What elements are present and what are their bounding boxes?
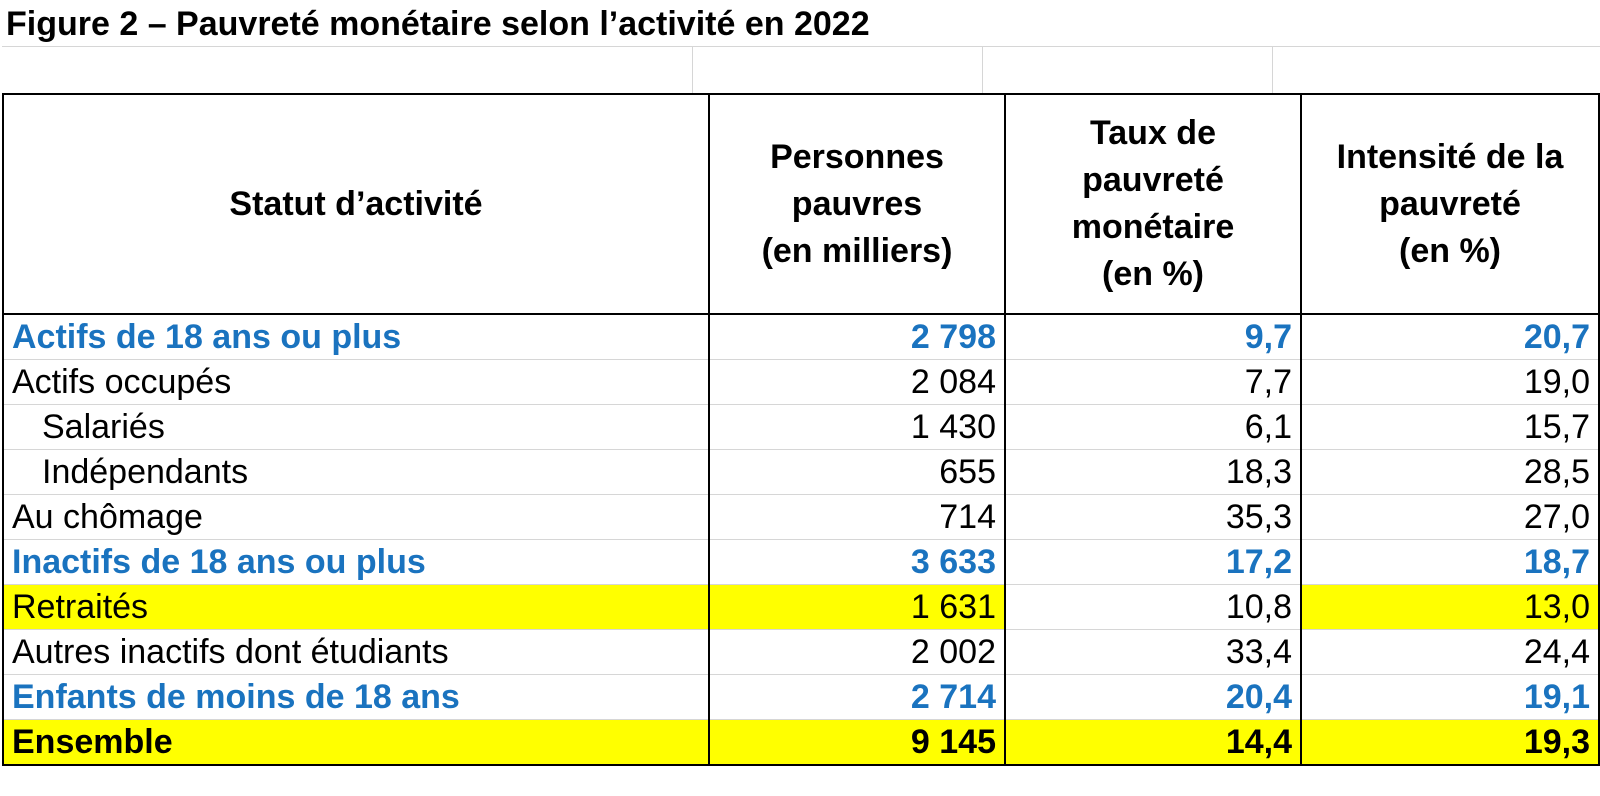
header-poverty-intensity: Intensité de la pauvreté (en %) — [1300, 93, 1600, 315]
table-row: Salariés 1 430 6,1 15,7 — [2, 404, 1600, 450]
header-text: pauvreté — [1379, 184, 1521, 223]
rate-value: 33,4 — [1004, 629, 1302, 675]
empty-grid-row — [2, 46, 1600, 94]
header-text: Statut d’activité — [229, 184, 483, 223]
header-text: (en %) — [1399, 231, 1501, 270]
persons-value: 2 084 — [708, 359, 1006, 405]
persons-value: 2 798 — [708, 313, 1006, 360]
persons-value: 655 — [708, 449, 1006, 495]
table-row: Inactifs de 18 ans ou plus 3 633 17,2 18… — [2, 539, 1600, 585]
table-row: Indépendants 655 18,3 28,5 — [2, 449, 1600, 495]
row-label: Indépendants — [2, 449, 710, 495]
intensity-value: 19,1 — [1300, 674, 1600, 720]
persons-value: 714 — [708, 494, 1006, 540]
row-label: Au chômage — [2, 494, 710, 540]
rate-value: 14,4 — [1004, 719, 1302, 766]
rate-value: 18,3 — [1004, 449, 1302, 495]
intensity-value: 18,7 — [1300, 539, 1600, 585]
intensity-value: 24,4 — [1300, 629, 1600, 675]
intensity-value: 28,5 — [1300, 449, 1600, 495]
persons-value: 1 631 — [708, 584, 1006, 630]
row-label: Autres inactifs dont étudiants — [2, 629, 710, 675]
rate-value: 10,8 — [1004, 584, 1302, 630]
header-text: Personnes — [770, 137, 944, 176]
intensity-value: 15,7 — [1300, 404, 1600, 450]
persons-value: 9 145 — [708, 719, 1006, 766]
rate-value: 35,3 — [1004, 494, 1302, 540]
table-row: Au chômage 714 35,3 27,0 — [2, 494, 1600, 540]
row-label: Actifs de 18 ans ou plus — [2, 313, 710, 360]
table-row: Actifs occupés 2 084 7,7 19,0 — [2, 359, 1600, 405]
persons-value: 3 633 — [708, 539, 1006, 585]
header-activity-status: Statut d’activité — [2, 93, 710, 315]
rate-value: 9,7 — [1004, 313, 1302, 360]
poverty-table: Statut d’activité Personnes pauvres (en … — [2, 93, 1600, 766]
header-text: pauvreté — [1082, 161, 1224, 199]
row-label: Enfants de moins de 18 ans — [2, 674, 710, 720]
grid-divider — [692, 47, 693, 94]
rate-value: 6,1 — [1004, 404, 1302, 450]
row-label: Salariés — [2, 404, 710, 450]
header-text: pauvres — [791, 184, 923, 223]
row-label: Actifs occupés — [2, 359, 710, 405]
header-row: Statut d’activité Personnes pauvres (en … — [2, 93, 1600, 315]
rate-value: 17,2 — [1004, 539, 1302, 585]
figure-title: Figure 2 – Pauvreté monétaire selon l’ac… — [6, 5, 870, 43]
table-row: Retraités 1 631 10,8 13,0 — [2, 584, 1600, 630]
intensity-value: 19,3 — [1300, 719, 1600, 766]
rate-value: 7,7 — [1004, 359, 1302, 405]
table-row: Enfants de moins de 18 ans 2 714 20,4 19… — [2, 674, 1600, 720]
rate-value: 20,4 — [1004, 674, 1302, 720]
header-text: (en %) — [1102, 255, 1204, 293]
grid-divider — [1272, 47, 1273, 94]
total-row: Ensemble 9 145 14,4 19,3 — [2, 719, 1600, 766]
row-label: Ensemble — [2, 719, 710, 766]
persons-value: 1 430 — [708, 404, 1006, 450]
intensity-value: 27,0 — [1300, 494, 1600, 540]
intensity-value: 20,7 — [1300, 313, 1600, 360]
header-poverty-rate: Taux de pauvreté monétaire (en %) — [1004, 93, 1302, 315]
intensity-value: 19,0 — [1300, 359, 1600, 405]
intensity-value: 13,0 — [1300, 584, 1600, 630]
table-row: Actifs de 18 ans ou plus 2 798 9,7 20,7 — [2, 313, 1600, 360]
header-text: Intensité de la — [1336, 137, 1564, 176]
header-text: Taux de — [1090, 114, 1216, 152]
persons-value: 2 714 — [708, 674, 1006, 720]
persons-value: 2 002 — [708, 629, 1006, 675]
header-poor-persons: Personnes pauvres (en milliers) — [708, 93, 1006, 315]
table-row: Autres inactifs dont étudiants 2 002 33,… — [2, 629, 1600, 675]
header-text: (en milliers) — [761, 231, 953, 270]
row-label: Inactifs de 18 ans ou plus — [2, 539, 710, 585]
header-text: monétaire — [1071, 208, 1235, 246]
grid-divider — [982, 47, 983, 94]
row-label: Retraités — [2, 584, 710, 630]
